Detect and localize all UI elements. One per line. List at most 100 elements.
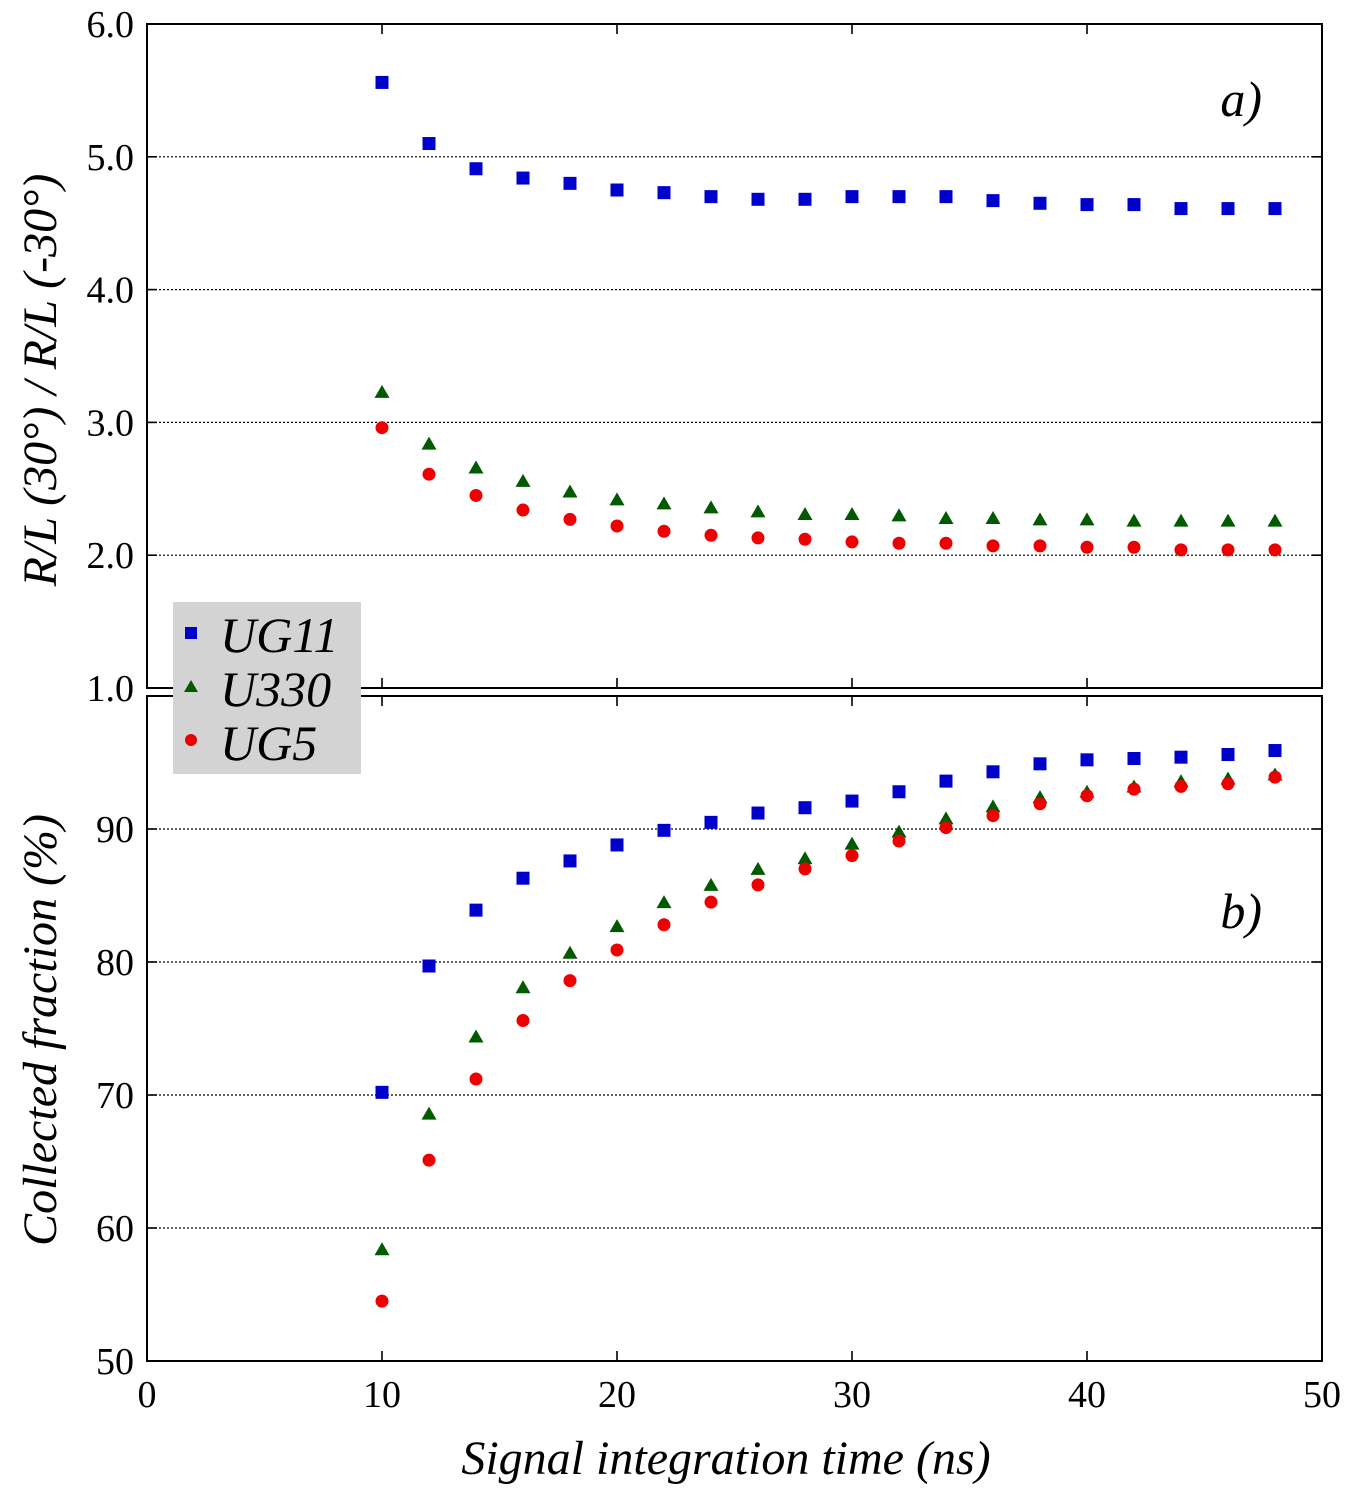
legend-label-ug11: UG11: [220, 607, 339, 663]
marker-a-ug5-20: [610, 519, 624, 533]
legend-marker-ug5: [185, 734, 197, 746]
marker-b-ug11-28: [798, 801, 812, 815]
marker-b-u330-12: [421, 1106, 437, 1120]
marker-b-ug11-20: [610, 838, 624, 852]
x-axis-title: Signal integration time (ns): [461, 1432, 990, 1485]
marker-b-ug5-22: [657, 918, 671, 932]
marker-b-ug5-26: [751, 878, 765, 892]
legend-label-u330: U330: [220, 661, 331, 717]
panel-b-y-ticks: 50 60 70 80 90: [96, 696, 1323, 1383]
marker-a-u330-42: [1126, 513, 1142, 527]
marker-a-u330-28: [797, 507, 813, 521]
marker-b-ug5-46: [1221, 777, 1235, 791]
marker-a-u330-46: [1220, 513, 1236, 527]
marker-a-ug5-26: [751, 531, 765, 545]
marker-a-ug11-30: [845, 190, 859, 204]
x-axis-ticks: 0 10 20 30 40 50: [138, 1374, 1342, 1416]
x-tick-label-1: 10: [363, 1374, 401, 1416]
marker-b-ug11-24: [704, 815, 718, 829]
marker-a-ug5-10: [375, 421, 389, 435]
marker-b-u330-10: [374, 1242, 390, 1256]
marker-a-ug5-44: [1174, 543, 1188, 557]
marker-b-u330-26: [750, 861, 766, 875]
marker-b-ug11-14: [469, 903, 483, 917]
x-tick-label-5: 50: [1303, 1374, 1341, 1416]
marker-b-u330-20: [609, 919, 625, 933]
marker-a-u330-20: [609, 492, 625, 506]
y-tick-label-b-1: 60: [96, 1208, 134, 1250]
x-tick-label-3: 30: [833, 1374, 871, 1416]
y-tick-label-a-1: 2.0: [87, 535, 135, 577]
legend-marker-ug11: [185, 627, 197, 639]
panel-b-frame: [146, 695, 1323, 1362]
marker-a-u330-38: [1032, 512, 1048, 526]
marker-b-ug11-46: [1221, 748, 1235, 762]
marker-a-ug5-22: [657, 524, 671, 538]
marker-a-ug11-36: [986, 194, 1000, 208]
marker-a-u330-34: [938, 511, 954, 525]
marker-a-ug11-14: [469, 162, 483, 176]
marker-b-u330-22: [656, 895, 672, 909]
x-tick-label-4: 40: [1068, 1374, 1106, 1416]
marker-b-ug5-10: [375, 1294, 389, 1308]
marker-b-u330-30: [844, 836, 860, 850]
marker-a-u330-24: [703, 500, 719, 514]
marker-a-u330-18: [562, 484, 578, 498]
marker-a-ug11-42: [1127, 198, 1141, 212]
marker-a-ug11-40: [1080, 198, 1094, 212]
marker-b-ug5-44: [1174, 779, 1188, 793]
marker-b-ug5-28: [798, 862, 812, 876]
marker-b-u330-16: [515, 980, 531, 994]
marker-b-ug11-36: [986, 765, 1000, 779]
marker-a-ug5-14: [469, 488, 483, 502]
marker-a-ug5-24: [704, 528, 718, 542]
marker-a-ug11-26: [751, 192, 765, 206]
marker-a-u330-26: [750, 504, 766, 518]
marker-a-ug11-46: [1221, 202, 1235, 216]
marker-b-ug11-42: [1127, 752, 1141, 766]
marker-a-u330-30: [844, 507, 860, 521]
marker-a-u330-32: [891, 508, 907, 522]
marker-a-ug5-38: [1033, 539, 1047, 553]
y-tick-label-a-3: 4.0: [87, 270, 135, 312]
marker-a-ug11-48: [1268, 202, 1282, 216]
y-tick-label-a-5: 6.0: [87, 4, 135, 46]
marker-a-ug11-18: [563, 176, 577, 190]
marker-b-ug5-24: [704, 895, 718, 909]
marker-b-ug5-16: [516, 1014, 530, 1028]
panel-b-markers: [374, 744, 1283, 1308]
marker-b-ug5-40: [1080, 789, 1094, 803]
marker-a-ug11-44: [1174, 202, 1188, 216]
marker-b-u330-28: [797, 851, 813, 865]
marker-b-ug11-38: [1033, 757, 1047, 771]
marker-b-ug5-18: [563, 974, 577, 988]
marker-b-ug11-12: [422, 959, 436, 973]
panel-b: 50 60 70 80 90 0 10 20 30 40 50 b) Collected frac…: [14, 695, 1342, 1485]
panel-a-label: a): [1220, 71, 1262, 127]
legend-marker-u330: [184, 680, 198, 692]
marker-b-ug11-32: [892, 785, 906, 799]
marker-a-ug11-22: [657, 186, 671, 200]
marker-a-u330-40: [1079, 512, 1095, 526]
panel-a-ylabel: R/L (30°) / R/L (-30°): [14, 174, 67, 588]
marker-b-ug11-40: [1080, 753, 1094, 767]
y-tick-label-b-4: 90: [96, 809, 134, 851]
legend: UG11 U330 UG5: [173, 602, 361, 774]
marker-a-ug5-40: [1080, 540, 1094, 554]
marker-b-ug5-30: [845, 849, 859, 863]
marker-a-u330-36: [985, 511, 1001, 525]
marker-b-ug5-32: [892, 834, 906, 848]
y-tick-label-a-4: 5.0: [87, 137, 135, 179]
marker-a-ug5-16: [516, 503, 530, 517]
marker-a-ug5-48: [1268, 543, 1282, 557]
marker-b-ug5-42: [1127, 782, 1141, 796]
marker-a-ug11-32: [892, 190, 906, 204]
legend-box: [173, 602, 361, 774]
marker-b-ug5-48: [1268, 770, 1282, 784]
marker-a-ug11-24: [704, 190, 718, 204]
marker-b-ug11-48: [1268, 744, 1282, 758]
y-tick-label-a-0: 1.0: [87, 668, 135, 710]
marker-a-ug5-42: [1127, 540, 1141, 554]
marker-a-u330-10: [374, 384, 390, 398]
marker-b-ug5-14: [469, 1072, 483, 1086]
